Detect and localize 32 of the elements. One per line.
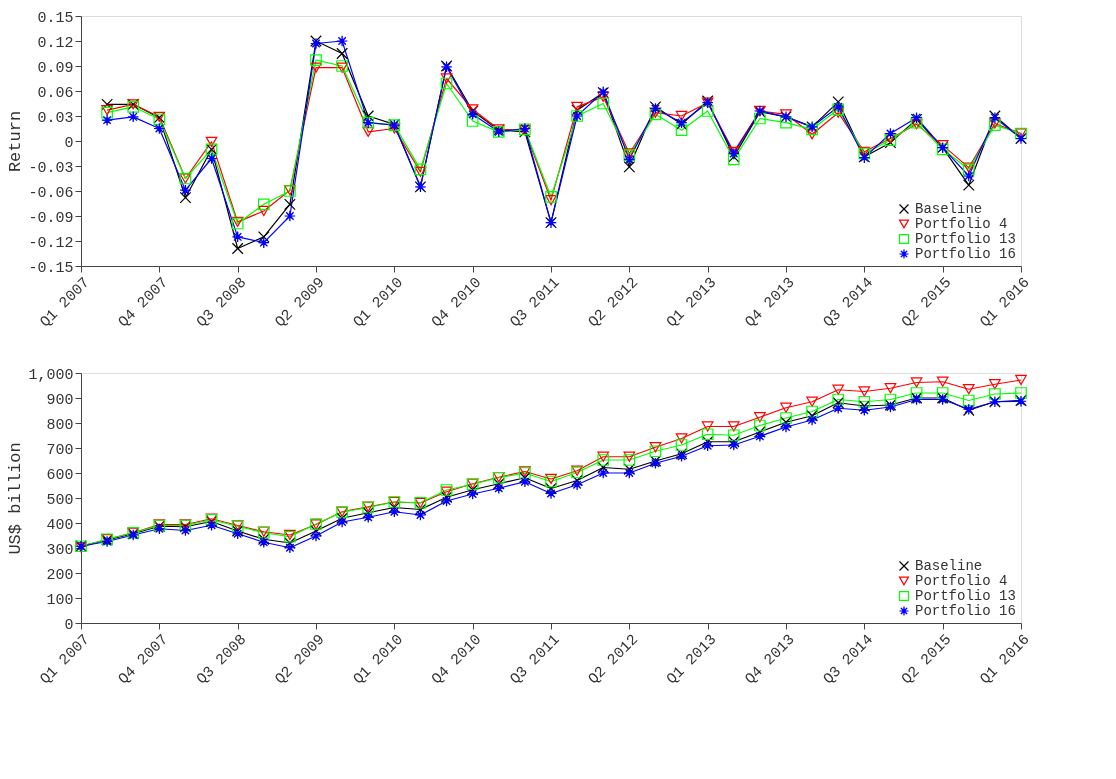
legend-label: Baseline xyxy=(915,201,983,217)
y-tick-label: 1,000 xyxy=(28,366,74,384)
legend-label: Portfolio 13 xyxy=(915,588,1016,604)
y-tick-label: 600 xyxy=(46,466,74,484)
y-tick-label: -0.06 xyxy=(28,184,74,202)
y-tick-label: 300 xyxy=(46,541,74,559)
y-tick-label: 0.06 xyxy=(37,84,74,102)
y-tick-label: -0.09 xyxy=(28,209,74,227)
y-tick-label: 0.15 xyxy=(37,9,74,27)
legend-label: Baseline xyxy=(915,558,983,574)
legend-label: Portfolio 16 xyxy=(915,603,1016,619)
y-tick-label: 0 xyxy=(64,616,74,634)
y-tick-label: -0.15 xyxy=(28,259,74,277)
legend-label: Portfolio 4 xyxy=(915,216,1008,232)
y-tick-label: 0.12 xyxy=(37,34,74,52)
y-axis-title: Return xyxy=(6,110,26,173)
y-axis-title: US$ billion xyxy=(6,442,26,555)
y-tick-label: 0 xyxy=(64,134,74,152)
y-tick-label: 500 xyxy=(46,491,74,509)
y-tick-label: -0.12 xyxy=(28,234,74,252)
y-tick-label: 800 xyxy=(46,416,74,434)
legend-label: Portfolio 16 xyxy=(915,246,1016,262)
legend-label: Portfolio 13 xyxy=(915,231,1016,247)
y-tick-label: -0.03 xyxy=(28,159,74,177)
y-tick-label: 900 xyxy=(46,391,74,409)
legend-label: Portfolio 4 xyxy=(915,573,1008,589)
y-tick-label: 200 xyxy=(46,566,74,584)
y-tick-label: 0.03 xyxy=(37,109,74,127)
y-tick-label: 100 xyxy=(46,591,74,609)
y-tick-label: 0.09 xyxy=(37,59,74,77)
y-tick-label: 400 xyxy=(46,516,74,534)
y-tick-label: 700 xyxy=(46,441,74,459)
